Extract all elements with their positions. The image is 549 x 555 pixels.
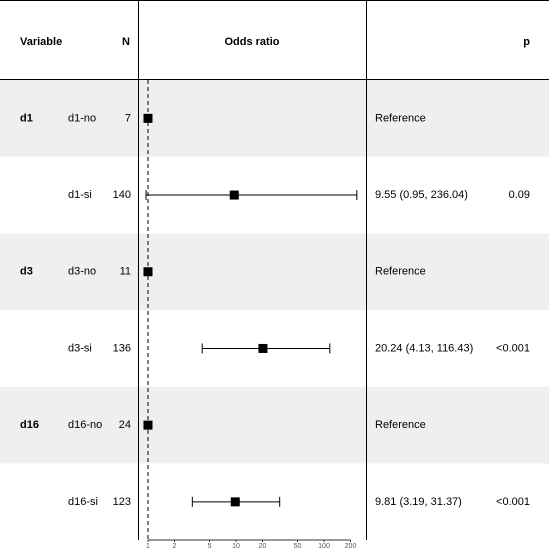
x-tick-label: 100 [318,543,330,550]
level-label: d3-si [68,342,92,354]
header-n: N [122,36,130,48]
x-tick-label: 50 [294,543,302,550]
header-p: p [523,36,530,48]
point-estimate [258,343,268,353]
group-label: d3 [20,266,33,278]
x-tick-label: 1 [146,543,150,550]
estimate-text: 9.55 (0.95, 236.04) [375,189,468,201]
x-tick-label: 20 [259,543,267,550]
estimate-text: 9.81 (3.19, 31.37) [375,496,462,508]
level-label: d16-no [68,419,102,431]
point-estimate [143,113,153,123]
x-tick-label: 200 [345,543,357,550]
x-tick-label: 10 [232,543,240,550]
n-label: 11 [120,266,131,278]
point-estimate [143,420,153,430]
group-label: d16 [20,419,39,431]
n-label: 136 [113,342,131,354]
error-bar [145,190,358,201]
p-label: 0.09 [509,189,530,201]
p-label: <0.001 [496,342,530,354]
estimate-text: Reference [375,112,426,124]
header-variable: Variable [20,36,62,48]
n-label: 24 [119,419,131,431]
level-label: d1-no [68,112,96,124]
level-label: d16-si [68,496,98,508]
level-label: d1-si [68,189,92,201]
n-label: 123 [113,496,131,508]
n-label: 140 [113,189,131,201]
n-label: 7 [125,112,131,124]
header-estimate: Odds ratio [224,36,279,48]
p-label: <0.001 [496,496,530,508]
background [0,80,549,464]
estimate-text: Reference [375,419,426,431]
row-stripe [0,80,549,157]
row-stripe [0,233,549,311]
group-label: d1 [20,112,33,124]
row-stripe [0,386,549,464]
point-estimate [143,267,153,277]
x-tick-label: 5 [208,543,212,550]
estimate-text: Reference [375,266,426,278]
x-tick-label: 2 [173,543,177,550]
estimate-text: 20.24 (4.13, 116.43) [375,342,473,354]
level-label: d3-no [68,266,96,278]
point-estimate [230,497,240,507]
point-estimate [229,190,239,200]
